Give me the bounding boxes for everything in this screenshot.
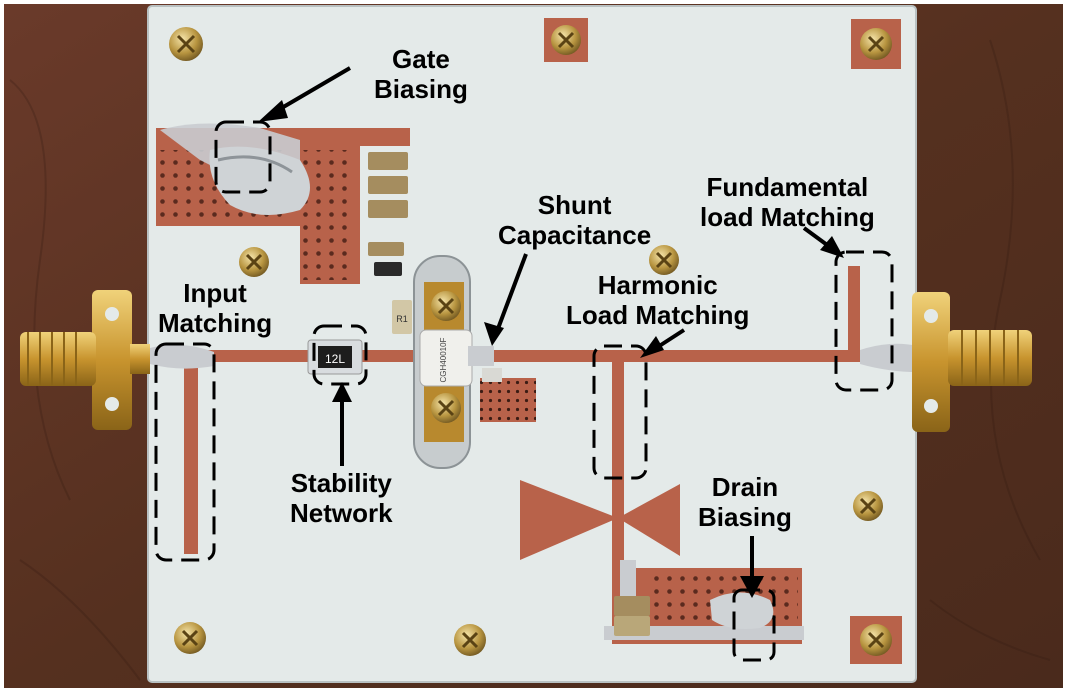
highlight-boxes [154,120,894,662]
label-fundamental-load-matching: Fundamental load Matching [700,172,875,232]
screw [239,247,269,277]
arrows [258,66,844,598]
screw [649,245,679,275]
wood-grain [9,39,1051,681]
transistor-text: CGH40010F [439,337,448,382]
input-matching-box [154,342,216,562]
fundamental-box [834,250,894,392]
gate-bias-area [156,123,410,284]
label-gate-biasing: Gate Biasing [374,44,468,104]
stability-box [312,324,368,386]
drain-bias-area [604,560,804,644]
screw [174,622,206,654]
resistor-text: 12L [325,352,345,366]
rf-line [150,266,900,612]
screw [454,624,486,656]
sma-connector-left [20,290,150,430]
transistor: CGH40010F [413,255,502,469]
capacitor-text: R1 [396,314,408,324]
sma-connector-right [912,292,1032,432]
harmonic-box [592,344,648,480]
gate-biasing-box [214,120,272,194]
screw [544,18,588,62]
screw [169,27,203,61]
label-drain-biasing: Drain Biasing [698,472,792,532]
mounting-screws [169,18,902,664]
screw [853,491,883,521]
label-input-matching: Input Matching [158,278,273,338]
label-shunt-capacitance: Shunt Capacitance [498,190,652,250]
label-stability-network: Stability Network [290,468,393,528]
screw [851,19,901,69]
screw [850,616,902,664]
label-harmonic-load-matching: Harmonic Load Matching [566,270,750,330]
stability-resistor: 12L [307,339,363,375]
